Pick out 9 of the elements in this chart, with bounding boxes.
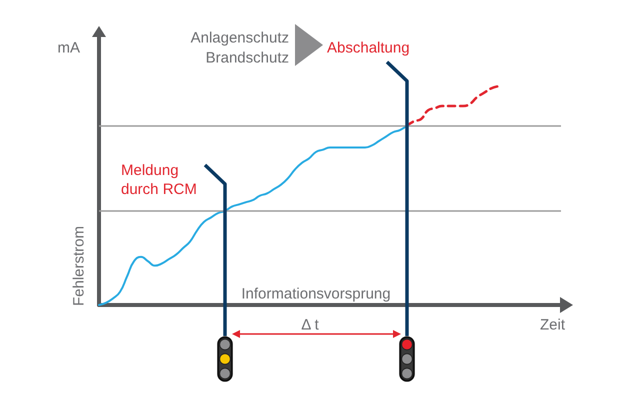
text: Anlagenschutz: [190, 30, 289, 46]
text: mA: [58, 40, 80, 56]
annotation: Meldung durch RCM: [121, 162, 197, 198]
text: Abschaltung: [327, 40, 410, 56]
text: Δ t: [301, 316, 320, 334]
text: Brandschutz: [206, 50, 289, 66]
x-axis-title: Zeit: [540, 316, 566, 334]
y-axis-title: Fehlerstrom: [70, 226, 88, 306]
annotation: Informationsvorsprung: [241, 286, 391, 302]
